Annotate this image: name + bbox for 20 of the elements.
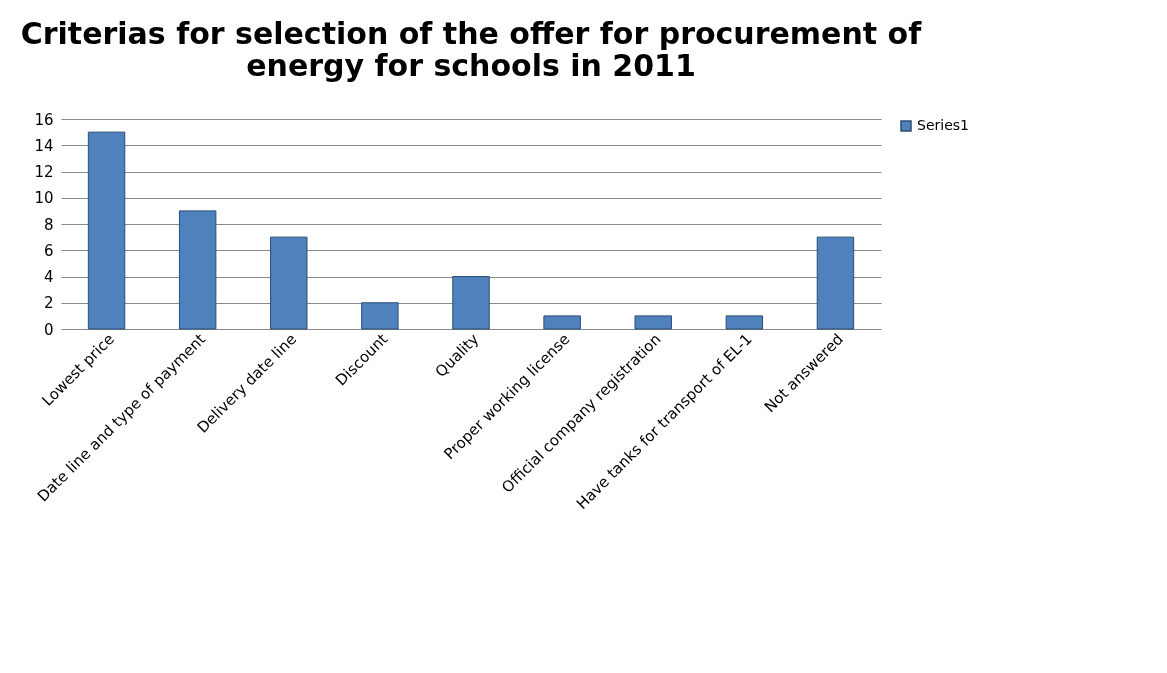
bar (543, 315, 581, 330)
y-tick-label: 4 (43, 268, 54, 286)
y-tick-label: 16 (34, 110, 54, 129)
chart-title: Criterias for selection of the offer for procurement of energy for schools in 2011 (20, 16, 923, 83)
bar (725, 315, 764, 330)
bar (270, 236, 308, 330)
y-tick-label: 6 (43, 241, 54, 260)
bar (452, 276, 490, 330)
y-tick-label: 0 (43, 320, 54, 339)
y-tick-label: 14 (34, 136, 54, 155)
y-tick-label: 8 (43, 215, 54, 234)
bar (87, 131, 126, 330)
bar (178, 210, 217, 330)
y-tick-label: 10 (34, 189, 54, 208)
bar (816, 236, 855, 330)
y-tick-label: 2 (43, 294, 54, 313)
bar (361, 302, 399, 330)
legend-label: Series1 (917, 117, 969, 133)
bar (634, 315, 672, 330)
y-tick-label: 12 (34, 163, 54, 181)
